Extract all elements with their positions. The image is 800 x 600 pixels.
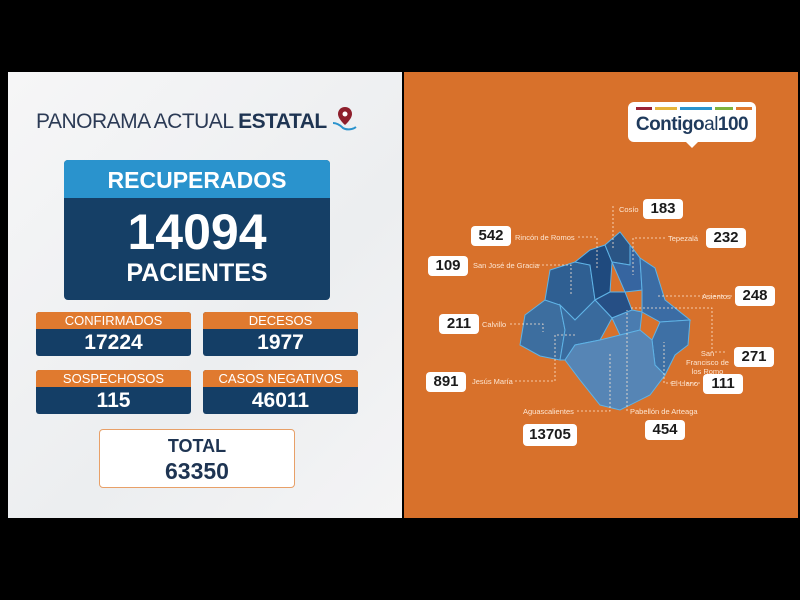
label-pabellon-de-arteaga: Pabellón de Arteaga — [630, 407, 698, 416]
state-panorama-panel: PANORAMA ACTUAL ESTATAL RECUPERADOS 1409… — [8, 72, 402, 518]
stat-value: 115 — [96, 389, 131, 412]
label-tepezala: Tepezalá — [668, 234, 699, 243]
negative-cases-card: CASOS NEGATIVOS 46011 — [203, 370, 358, 414]
label-calvillo: Calvillo — [482, 320, 507, 329]
stat-label: CONFIRMADOS — [36, 312, 191, 329]
stat-value: 1977 — [257, 331, 304, 354]
value-san-francisco-de-los-romo: 271 — [734, 347, 774, 367]
value-rincon-de-romos: 542 — [471, 226, 511, 246]
total-card: TOTAL 63350 — [99, 429, 295, 488]
label-asientos: Asientos — [702, 292, 731, 301]
recovered-card: RECUPERADOS 14094 PACIENTES — [64, 160, 330, 300]
label-cosio: Cosío — [619, 205, 639, 214]
location-hand-icon — [332, 107, 357, 131]
map-region-aguascalientes — [564, 329, 666, 411]
label-el-llano: El Llano — [671, 379, 699, 388]
leader-lines — [510, 206, 732, 412]
stat-label: CASOS NEGATIVOS — [203, 370, 358, 387]
map-region-rincon-de-romos — [573, 244, 613, 301]
label-aguascalientes: Aguascalientes — [523, 407, 574, 416]
page-title: PANORAMA ACTUAL ESTATAL — [36, 110, 327, 134]
map-region-asientos — [639, 257, 692, 323]
label-san-jose-de-gracia: San José de Gracia — [473, 261, 539, 270]
title-light: PANORAMA ACTUAL — [36, 110, 233, 133]
label-rincon-de-romos: Rincón de Romos — [515, 233, 575, 242]
stat-label: SOSPECHOSOS — [36, 370, 191, 387]
value-san-jose-de-gracia: 109 — [428, 256, 468, 276]
value-jesus-maria: 891 — [426, 372, 466, 392]
stat-value: 17224 — [84, 331, 143, 354]
contigo-al-100-logo: Contigoal100 — [628, 102, 756, 148]
deaths-card: DECESOS 1977 — [203, 312, 358, 356]
stat-value: 46011 — [251, 389, 310, 412]
total-label: TOTAL — [167, 436, 227, 456]
value-el-llano: 111 — [703, 374, 743, 394]
title-bold: ESTATAL — [238, 110, 327, 133]
value-aguascalientes: 13705 — [523, 424, 577, 446]
total-value: 63350 — [165, 458, 229, 484]
suspected-card: SOSPECHOSOS 115 — [36, 370, 191, 414]
value-cosio: 183 — [643, 199, 683, 219]
map-region-calvillo — [519, 299, 566, 361]
label-jesus-maria: Jesús María — [472, 377, 513, 386]
recovered-value: 14094 — [127, 204, 267, 260]
stat-label: DECESOS — [203, 312, 358, 329]
confirmed-card: CONFIRMADOS 17224 — [36, 312, 191, 356]
value-tepezala: 232 — [706, 228, 746, 248]
label-san-francisco-de-los-romo: San Francisco de los Romo — [686, 349, 729, 376]
value-calvillo: 211 — [439, 314, 479, 334]
value-pabellon-de-arteaga: 454 — [645, 420, 685, 440]
value-asientos: 248 — [735, 286, 775, 306]
recovered-unit: PACIENTES — [126, 259, 268, 287]
recovered-label: RECUPERADOS — [64, 160, 330, 198]
